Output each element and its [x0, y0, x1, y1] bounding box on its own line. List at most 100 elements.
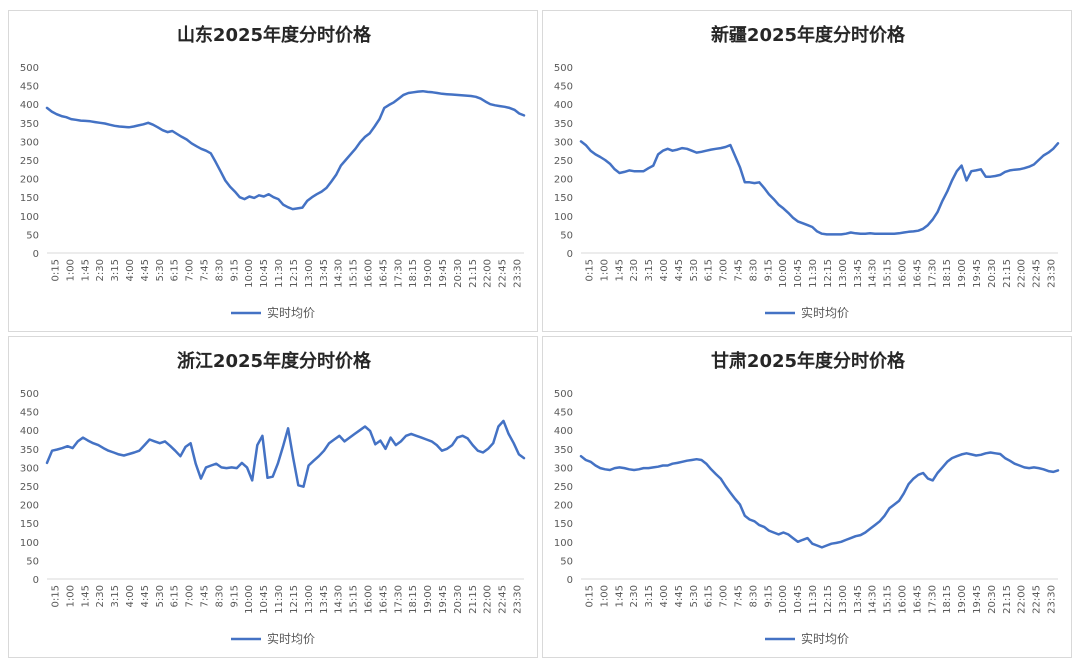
x-tick-label: 21:15 — [1002, 259, 1013, 288]
x-tick-label: 7:45 — [734, 585, 745, 607]
x-tick-label: 1:45 — [80, 259, 91, 281]
x-tick-label: 7:00 — [185, 259, 196, 281]
y-tick-label: 500 — [20, 63, 39, 74]
x-tick-label: 20:30 — [987, 585, 998, 614]
x-tick-label: 4:45 — [674, 259, 685, 281]
x-tick-label: 1:00 — [65, 585, 76, 607]
x-tick-label: 17:30 — [393, 259, 404, 288]
x-tick-label: 0:15 — [50, 585, 61, 607]
y-tick-label: 150 — [20, 519, 39, 530]
x-tick-label: 9:15 — [763, 259, 774, 281]
x-tick-label: 13:45 — [319, 585, 330, 614]
x-tick-label: 23:30 — [1047, 259, 1058, 288]
x-tick-label: 1:00 — [599, 259, 610, 281]
x-tick-label: 16:45 — [378, 259, 389, 288]
chart-svg: 甘肃2025年度分时价格 0 50 100 150 200 250 300 350 400 450 5… — [554, 350, 1060, 646]
x-tick-label: 5:30 — [155, 259, 166, 281]
y-tick-label: 350 — [20, 119, 39, 130]
x-tick-label: 8:30 — [214, 259, 225, 281]
x-tick-label: 14:30 — [334, 585, 345, 614]
y-tick-label: 200 — [554, 175, 573, 186]
series-line — [579, 451, 1060, 549]
x-tick-label: 7:00 — [719, 259, 730, 281]
y-tick-label: 200 — [20, 501, 39, 512]
x-tick-label: 0:15 — [50, 259, 61, 281]
legend-label: 实时均价 — [267, 305, 315, 320]
x-tick-label: 16:00 — [897, 259, 908, 288]
x-tick-label: 2:30 — [95, 585, 106, 607]
x-tick-label: 9:15 — [763, 585, 774, 607]
x-tick-label: 15:15 — [349, 259, 360, 288]
x-tick-label: 5:30 — [689, 585, 700, 607]
y-tick-label: 450 — [554, 408, 573, 419]
x-tick-label: 2:30 — [629, 585, 640, 607]
x-tick-label: 15:15 — [349, 585, 360, 614]
x-tick-label: 18:15 — [408, 585, 419, 614]
x-tick-label: 23:30 — [1047, 585, 1058, 614]
x-tick-label: 15:15 — [883, 259, 894, 288]
x-tick-label: 16:45 — [912, 259, 923, 288]
x-tick-label: 2:30 — [629, 259, 640, 281]
x-tick-label: 16:00 — [363, 259, 374, 288]
x-tick-label: 10:00 — [244, 585, 255, 614]
x-tick-label: 1:45 — [80, 585, 91, 607]
y-tick-label: 300 — [554, 463, 573, 474]
x-tick-label: 19:00 — [423, 259, 434, 288]
chart-panel-gansu: 甘肃2025年度分时价格 0 50 100 150 200 250 300 350 400 450 5… — [542, 336, 1072, 658]
x-tick-label: 5:30 — [689, 259, 700, 281]
y-tick-label: 400 — [554, 100, 573, 111]
x-tick-label: 4:00 — [125, 585, 136, 607]
y-tick-label: 400 — [554, 426, 573, 437]
y-tick-label: 500 — [554, 389, 573, 400]
x-tick-label: 17:30 — [927, 259, 938, 288]
y-tick-label: 450 — [20, 82, 39, 93]
x-tick-label: 19:45 — [972, 585, 983, 614]
x-tick-label: 13:00 — [838, 259, 849, 288]
x-tick-label: 4:00 — [659, 585, 670, 607]
y-tick-label: 500 — [20, 389, 39, 400]
series-line — [45, 89, 526, 211]
y-tick-label: 0 — [567, 249, 573, 260]
x-tick-label: 13:45 — [853, 585, 864, 614]
y-tick-label: 250 — [554, 156, 573, 167]
x-tick-label: 18:15 — [408, 259, 419, 288]
x-tick-label: 7:00 — [185, 585, 196, 607]
legend-label: 实时均价 — [801, 305, 849, 320]
x-tick-label: 18:15 — [942, 259, 953, 288]
x-tick-label: 1:00 — [599, 585, 610, 607]
x-tick-label: 12:15 — [289, 585, 300, 614]
y-tick-label: 250 — [20, 156, 39, 167]
y-tick-label: 350 — [554, 119, 573, 130]
chart-panel-xinjiang: 新疆2025年度分时价格 0 50 100 150 200 250 300 350 400 450 5… — [542, 10, 1072, 332]
y-tick-label: 350 — [20, 445, 39, 456]
y-tick-label: 150 — [20, 193, 39, 204]
x-tick-label: 4:00 — [659, 259, 670, 281]
x-tick-label: 7:45 — [200, 259, 211, 281]
x-tick-label: 1:45 — [614, 259, 625, 281]
x-tick-label: 6:15 — [170, 259, 181, 281]
x-tick-label: 3:15 — [110, 259, 121, 281]
y-tick-label: 50 — [560, 556, 573, 567]
y-tick-label: 400 — [20, 426, 39, 437]
x-tick-label: 22:00 — [483, 259, 494, 288]
y-tick-label: 350 — [554, 445, 573, 456]
y-tick-label: 0 — [33, 249, 39, 260]
x-tick-label: 11:30 — [808, 259, 819, 288]
x-tick-label: 3:15 — [644, 259, 655, 281]
x-tick-label: 17:30 — [393, 585, 404, 614]
y-tick-label: 200 — [554, 501, 573, 512]
x-tick-label: 22:00 — [1017, 585, 1028, 614]
x-tick-label: 10:45 — [793, 585, 804, 614]
x-tick-label: 8:30 — [214, 585, 225, 607]
y-tick-label: 450 — [554, 82, 573, 93]
x-tick-label: 4:45 — [674, 585, 685, 607]
x-tick-label: 20:30 — [987, 259, 998, 288]
x-tick-label: 12:15 — [289, 259, 300, 288]
x-tick-label: 18:15 — [942, 585, 953, 614]
y-tick-label: 150 — [554, 193, 573, 204]
x-tick-label: 22:45 — [1032, 585, 1043, 614]
x-tick-label: 10:45 — [259, 585, 270, 614]
y-tick-label: 100 — [20, 538, 39, 549]
legend-label: 实时均价 — [801, 631, 849, 646]
x-tick-label: 14:30 — [868, 585, 879, 614]
